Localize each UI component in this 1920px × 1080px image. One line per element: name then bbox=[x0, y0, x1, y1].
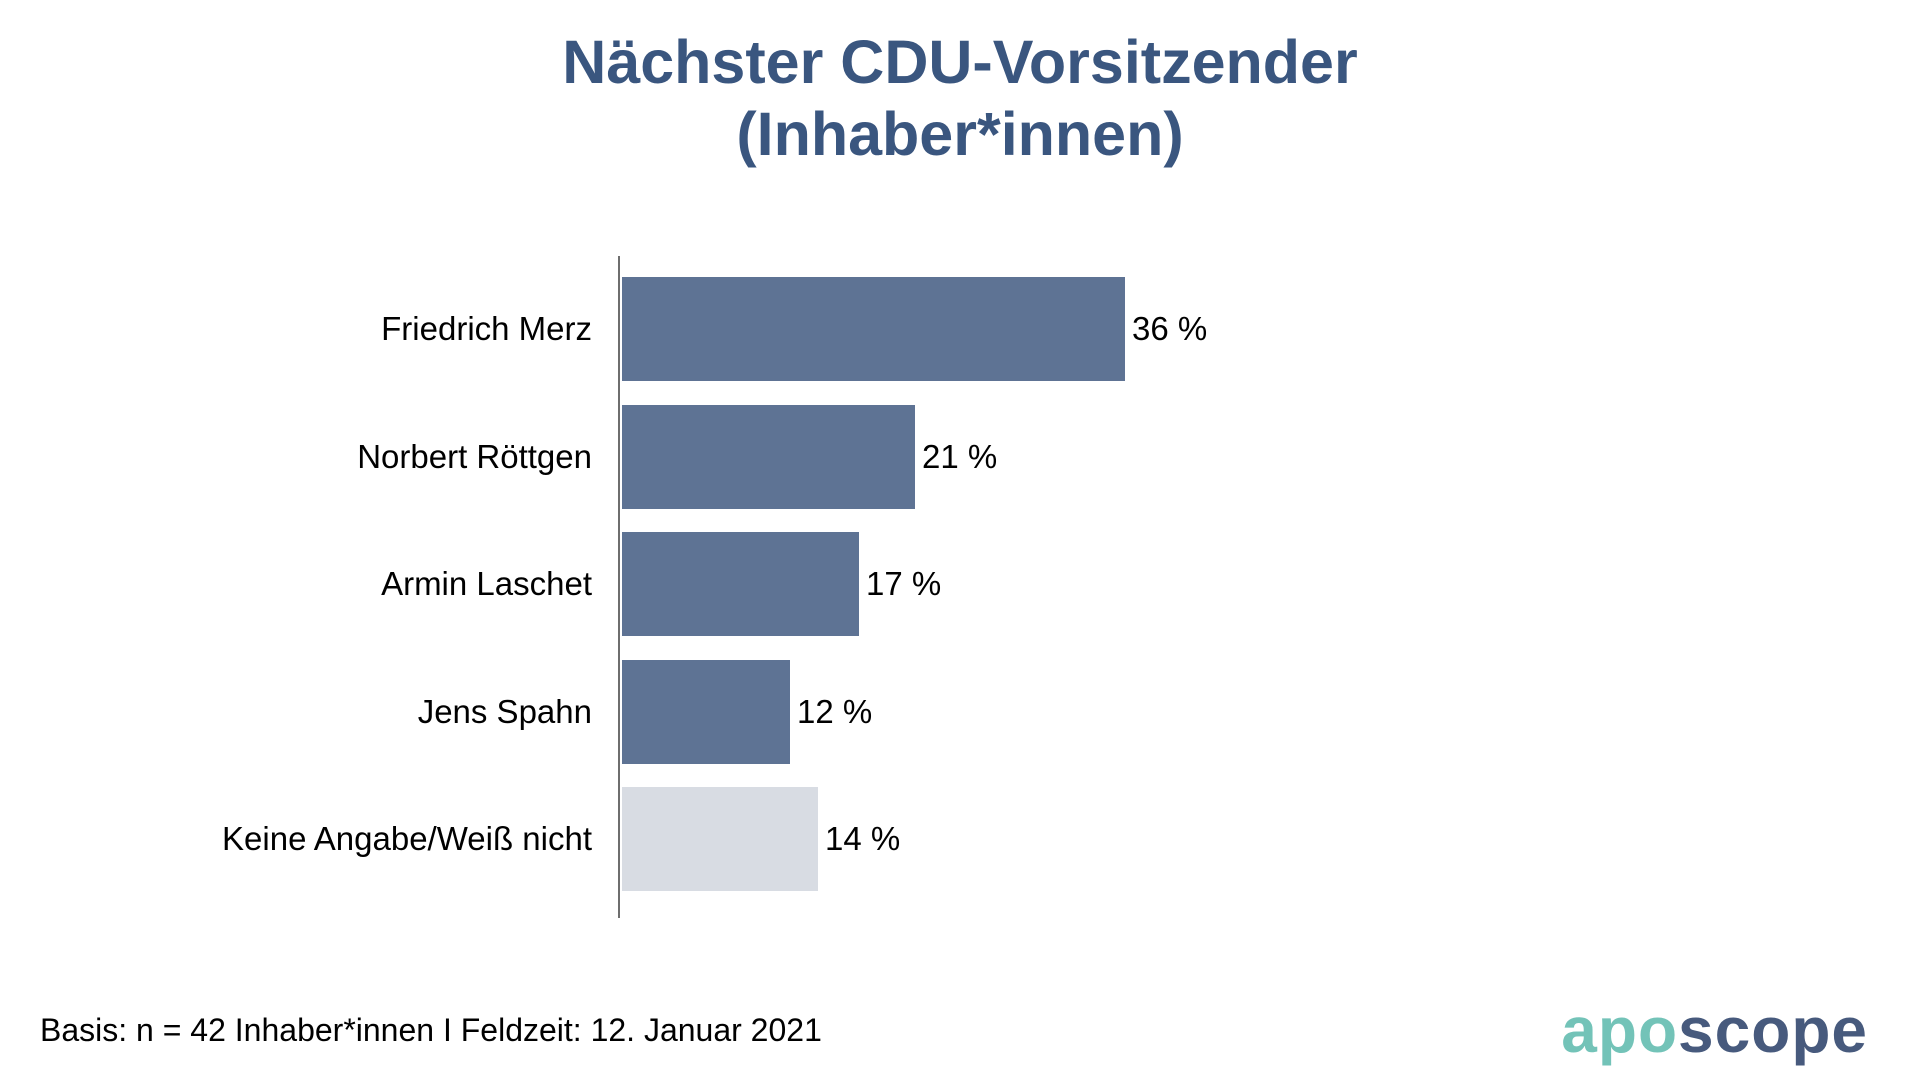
value-label: 17 % bbox=[866, 565, 942, 602]
category-label: Jens Spahn bbox=[417, 693, 592, 730]
value-label: 14 % bbox=[825, 820, 901, 857]
category-label: Armin Laschet bbox=[381, 565, 592, 602]
bar bbox=[622, 532, 859, 636]
logo-scope: scope bbox=[1678, 994, 1868, 1066]
value-label: 36 % bbox=[1132, 310, 1208, 347]
page-title: Nächster CDU-Vorsitzender (Inhaber*innen… bbox=[0, 26, 1920, 170]
bar bbox=[622, 277, 1125, 381]
category-label: Friedrich Merz bbox=[381, 310, 592, 347]
value-label: 12 % bbox=[797, 693, 873, 730]
footer-basis: Basis: n = 42 Inhaber*innen I Feldzeit: … bbox=[40, 1012, 822, 1048]
y-axis-line bbox=[618, 256, 620, 918]
bar bbox=[622, 787, 818, 891]
category-label: Norbert Röttgen bbox=[357, 438, 592, 475]
bar bbox=[622, 660, 790, 764]
page-title-line1: Nächster CDU-Vorsitzender bbox=[562, 28, 1358, 96]
category-label: Keine Angabe/Weiß nicht bbox=[222, 820, 592, 857]
bar bbox=[622, 405, 915, 509]
page-title-line2: (Inhaber*innen) bbox=[736, 100, 1184, 168]
value-label: 21 % bbox=[922, 438, 998, 475]
logo: aposcope bbox=[1561, 998, 1868, 1062]
logo-apo: apo bbox=[1561, 994, 1679, 1066]
